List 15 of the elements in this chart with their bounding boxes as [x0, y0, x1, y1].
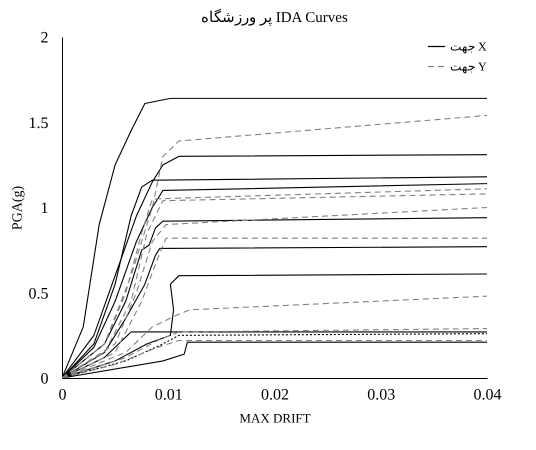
x-tick-label: 0.04 — [474, 386, 502, 404]
x-tick-label: 0.03 — [367, 386, 396, 404]
y-axis-title: PGA(g) — [10, 186, 26, 230]
y-tick-label: 2 — [40, 30, 48, 46]
y-tick-label: 1 — [40, 200, 48, 217]
x-tick-label: 0.02 — [261, 386, 289, 404]
chart-title: پر ورزشگاه IDA Curves — [201, 8, 348, 26]
y-tick-label: 0.5 — [28, 285, 48, 302]
x-tick-label: 0.01 — [154, 386, 183, 404]
y-tick-label: 0 — [40, 370, 48, 388]
legend-label: جهت Y — [450, 60, 487, 74]
legend-label: جهت X — [450, 40, 487, 54]
y-tick-label: 1.5 — [28, 114, 48, 132]
x-axis-title: MAX DRIFT — [239, 410, 311, 426]
x-tick-label: 0 — [58, 386, 66, 404]
